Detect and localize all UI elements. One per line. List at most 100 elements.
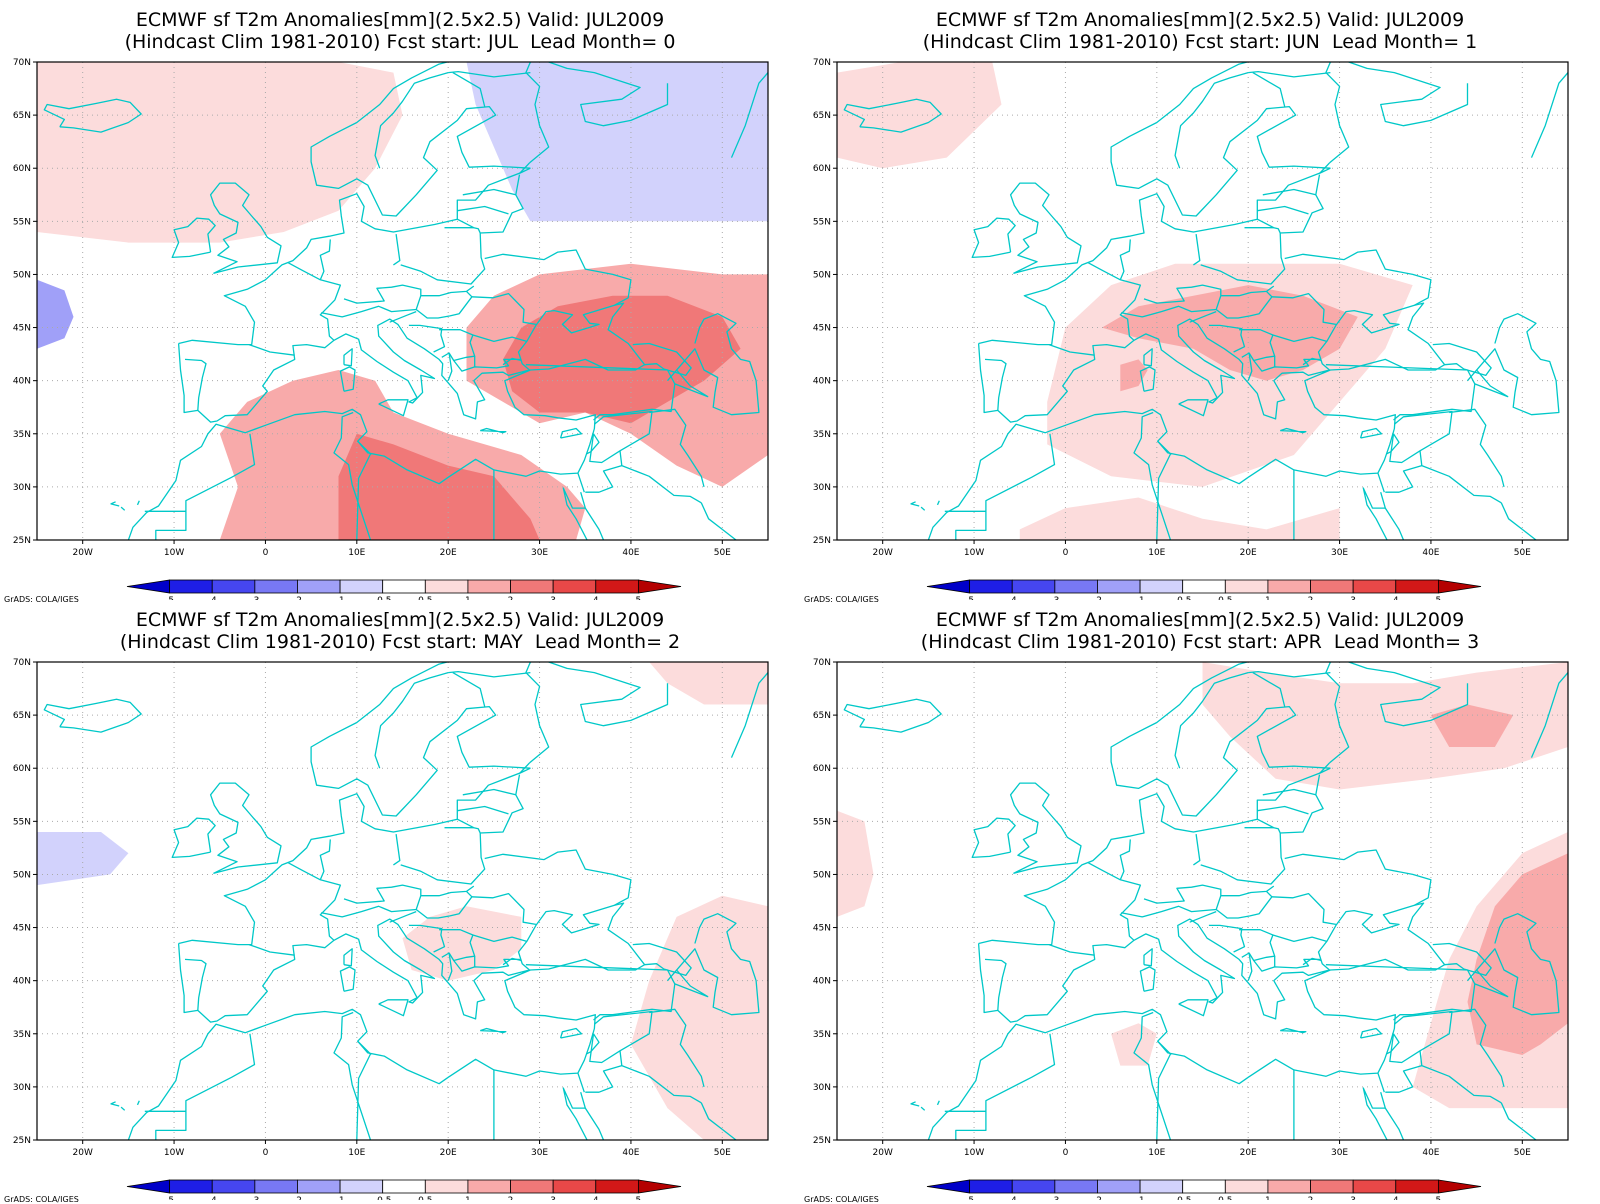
coastline — [136, 500, 140, 506]
country-border — [721, 1128, 738, 1140]
coastline — [730, 72, 768, 158]
coastline — [927, 302, 1446, 540]
lat-tick-label: 25N — [13, 1136, 31, 1146]
coastline — [343, 948, 353, 967]
lat-tick-label: 65N — [13, 111, 31, 121]
colorbar-swatch — [1437, 579, 1482, 594]
colorbar-label: -2 — [293, 596, 302, 600]
country-border — [408, 324, 446, 353]
coastline — [971, 217, 1016, 259]
coastline — [110, 1101, 120, 1107]
colorbar-label: -5 — [965, 596, 974, 600]
lat-tick-label: 60N — [813, 164, 831, 174]
country-border — [1303, 359, 1307, 363]
colorbar-swatch — [1097, 1179, 1141, 1194]
country-border — [155, 514, 187, 540]
colorbar-label: -3 — [250, 596, 259, 600]
coastline — [1530, 72, 1568, 158]
country-border — [357, 1040, 372, 1055]
country-border — [503, 359, 507, 363]
country-border — [1419, 450, 1502, 504]
country-border — [248, 343, 295, 356]
coastlines-and-borders — [843, 62, 1568, 540]
country-border — [1272, 934, 1327, 943]
colorbar-label: 4 — [593, 1196, 599, 1200]
country-border — [356, 453, 372, 540]
coastline — [1139, 366, 1156, 392]
country-border — [502, 957, 522, 966]
country-border — [248, 943, 295, 956]
country-border — [955, 1114, 987, 1140]
country-border — [1257, 805, 1309, 815]
anomaly-region — [837, 810, 874, 917]
lon-tick-label: 0 — [1063, 1148, 1069, 1158]
coastline — [1380, 1092, 1405, 1140]
lat-tick-label: 50N — [813, 270, 831, 280]
map-figure: 70N 65N 60N 55N 50N 45N 40N 35N 30N 25N 20W 10W 0 10E… — [813, 58, 1569, 600]
country-border — [1174, 71, 1249, 169]
colorbar-label: -5 — [165, 1196, 174, 1200]
graticule — [37, 662, 768, 1140]
country-border — [420, 885, 475, 897]
lon-tick-label: 20W — [873, 548, 893, 558]
colorbar-swatch — [1097, 579, 1141, 594]
colorbar-label: 1 — [1265, 1196, 1271, 1200]
country-border — [1087, 862, 1142, 941]
coastline — [1362, 487, 1388, 540]
coastline — [171, 817, 216, 859]
country-border — [452, 72, 486, 107]
colorbar-label: 2 — [508, 1196, 514, 1200]
colorbar-swatch — [1182, 1179, 1226, 1194]
panel-title: ECMWF sf T2m Anomalies[mm](2.5x2.5) Vali… — [135, 9, 665, 31]
colorbar-swatch — [467, 579, 511, 594]
colorbar-label: 5 — [1436, 1196, 1442, 1200]
lat-tick-label: 25N — [813, 1136, 831, 1146]
country-border — [1208, 324, 1246, 353]
country-border — [472, 934, 527, 943]
map-panel-lead-1: 70N 65N 60N 55N 50N 45N 40N 35N 30N 25N 20W 10W 0 10E… — [800, 0, 1600, 604]
country-border — [457, 205, 509, 215]
colorbar-label: -5 — [965, 1196, 974, 1200]
country-border — [589, 1010, 653, 1064]
coastline — [127, 902, 646, 1140]
country-border — [1385, 1033, 1400, 1055]
country-border — [1303, 959, 1307, 963]
country-border — [420, 285, 475, 297]
country-border — [1385, 1064, 1422, 1093]
colorbar-swatch — [1011, 1179, 1056, 1194]
country-border — [1319, 762, 1330, 774]
map-figure: 70N 65N 60N 55N 50N 45N 40N 35N 30N 25N 20W 10W 0 10E… — [813, 658, 1569, 1200]
lat-tick-label: 65N — [813, 711, 831, 721]
country-border — [1389, 410, 1453, 464]
country-border — [632, 342, 692, 377]
colorbar-swatch — [211, 1179, 256, 1194]
lat-tick-label: 50N — [13, 870, 31, 880]
country-border — [1319, 162, 1330, 174]
colorbar-swatch — [1224, 1179, 1269, 1194]
country-border — [1284, 849, 1432, 906]
country-border — [457, 818, 475, 829]
country-border — [1389, 1010, 1453, 1064]
lat-tick-label: 30N — [813, 483, 831, 493]
country-border — [1521, 528, 1538, 540]
country-border — [1048, 943, 1095, 956]
country-border — [185, 1033, 256, 1115]
lat-tick-label: 60N — [13, 164, 31, 174]
coastline — [127, 302, 646, 540]
lat-tick-label: 30N — [13, 483, 31, 493]
anomaly-region — [837, 62, 1002, 169]
lat-tick-label: 40N — [13, 977, 31, 987]
colorbar-label: 4 — [1393, 1196, 1399, 1200]
country-border — [984, 958, 1007, 1011]
colorbar: -5 -4 -3 -2 -1 -0.5 0.5 1 2 3 4 5 — [126, 579, 682, 600]
colorbar-swatch — [595, 1179, 639, 1194]
anomaly-region — [649, 662, 768, 705]
lon-tick-label: 50E — [714, 548, 731, 558]
country-border — [484, 849, 632, 906]
country-border — [1272, 334, 1327, 343]
country-border — [393, 234, 401, 266]
coastline — [1110, 662, 1469, 817]
colorbar-label: -0.5 — [1174, 596, 1192, 600]
colorbar-label: -0.5 — [374, 1196, 392, 1200]
lon-tick-label: 20W — [873, 1148, 893, 1158]
